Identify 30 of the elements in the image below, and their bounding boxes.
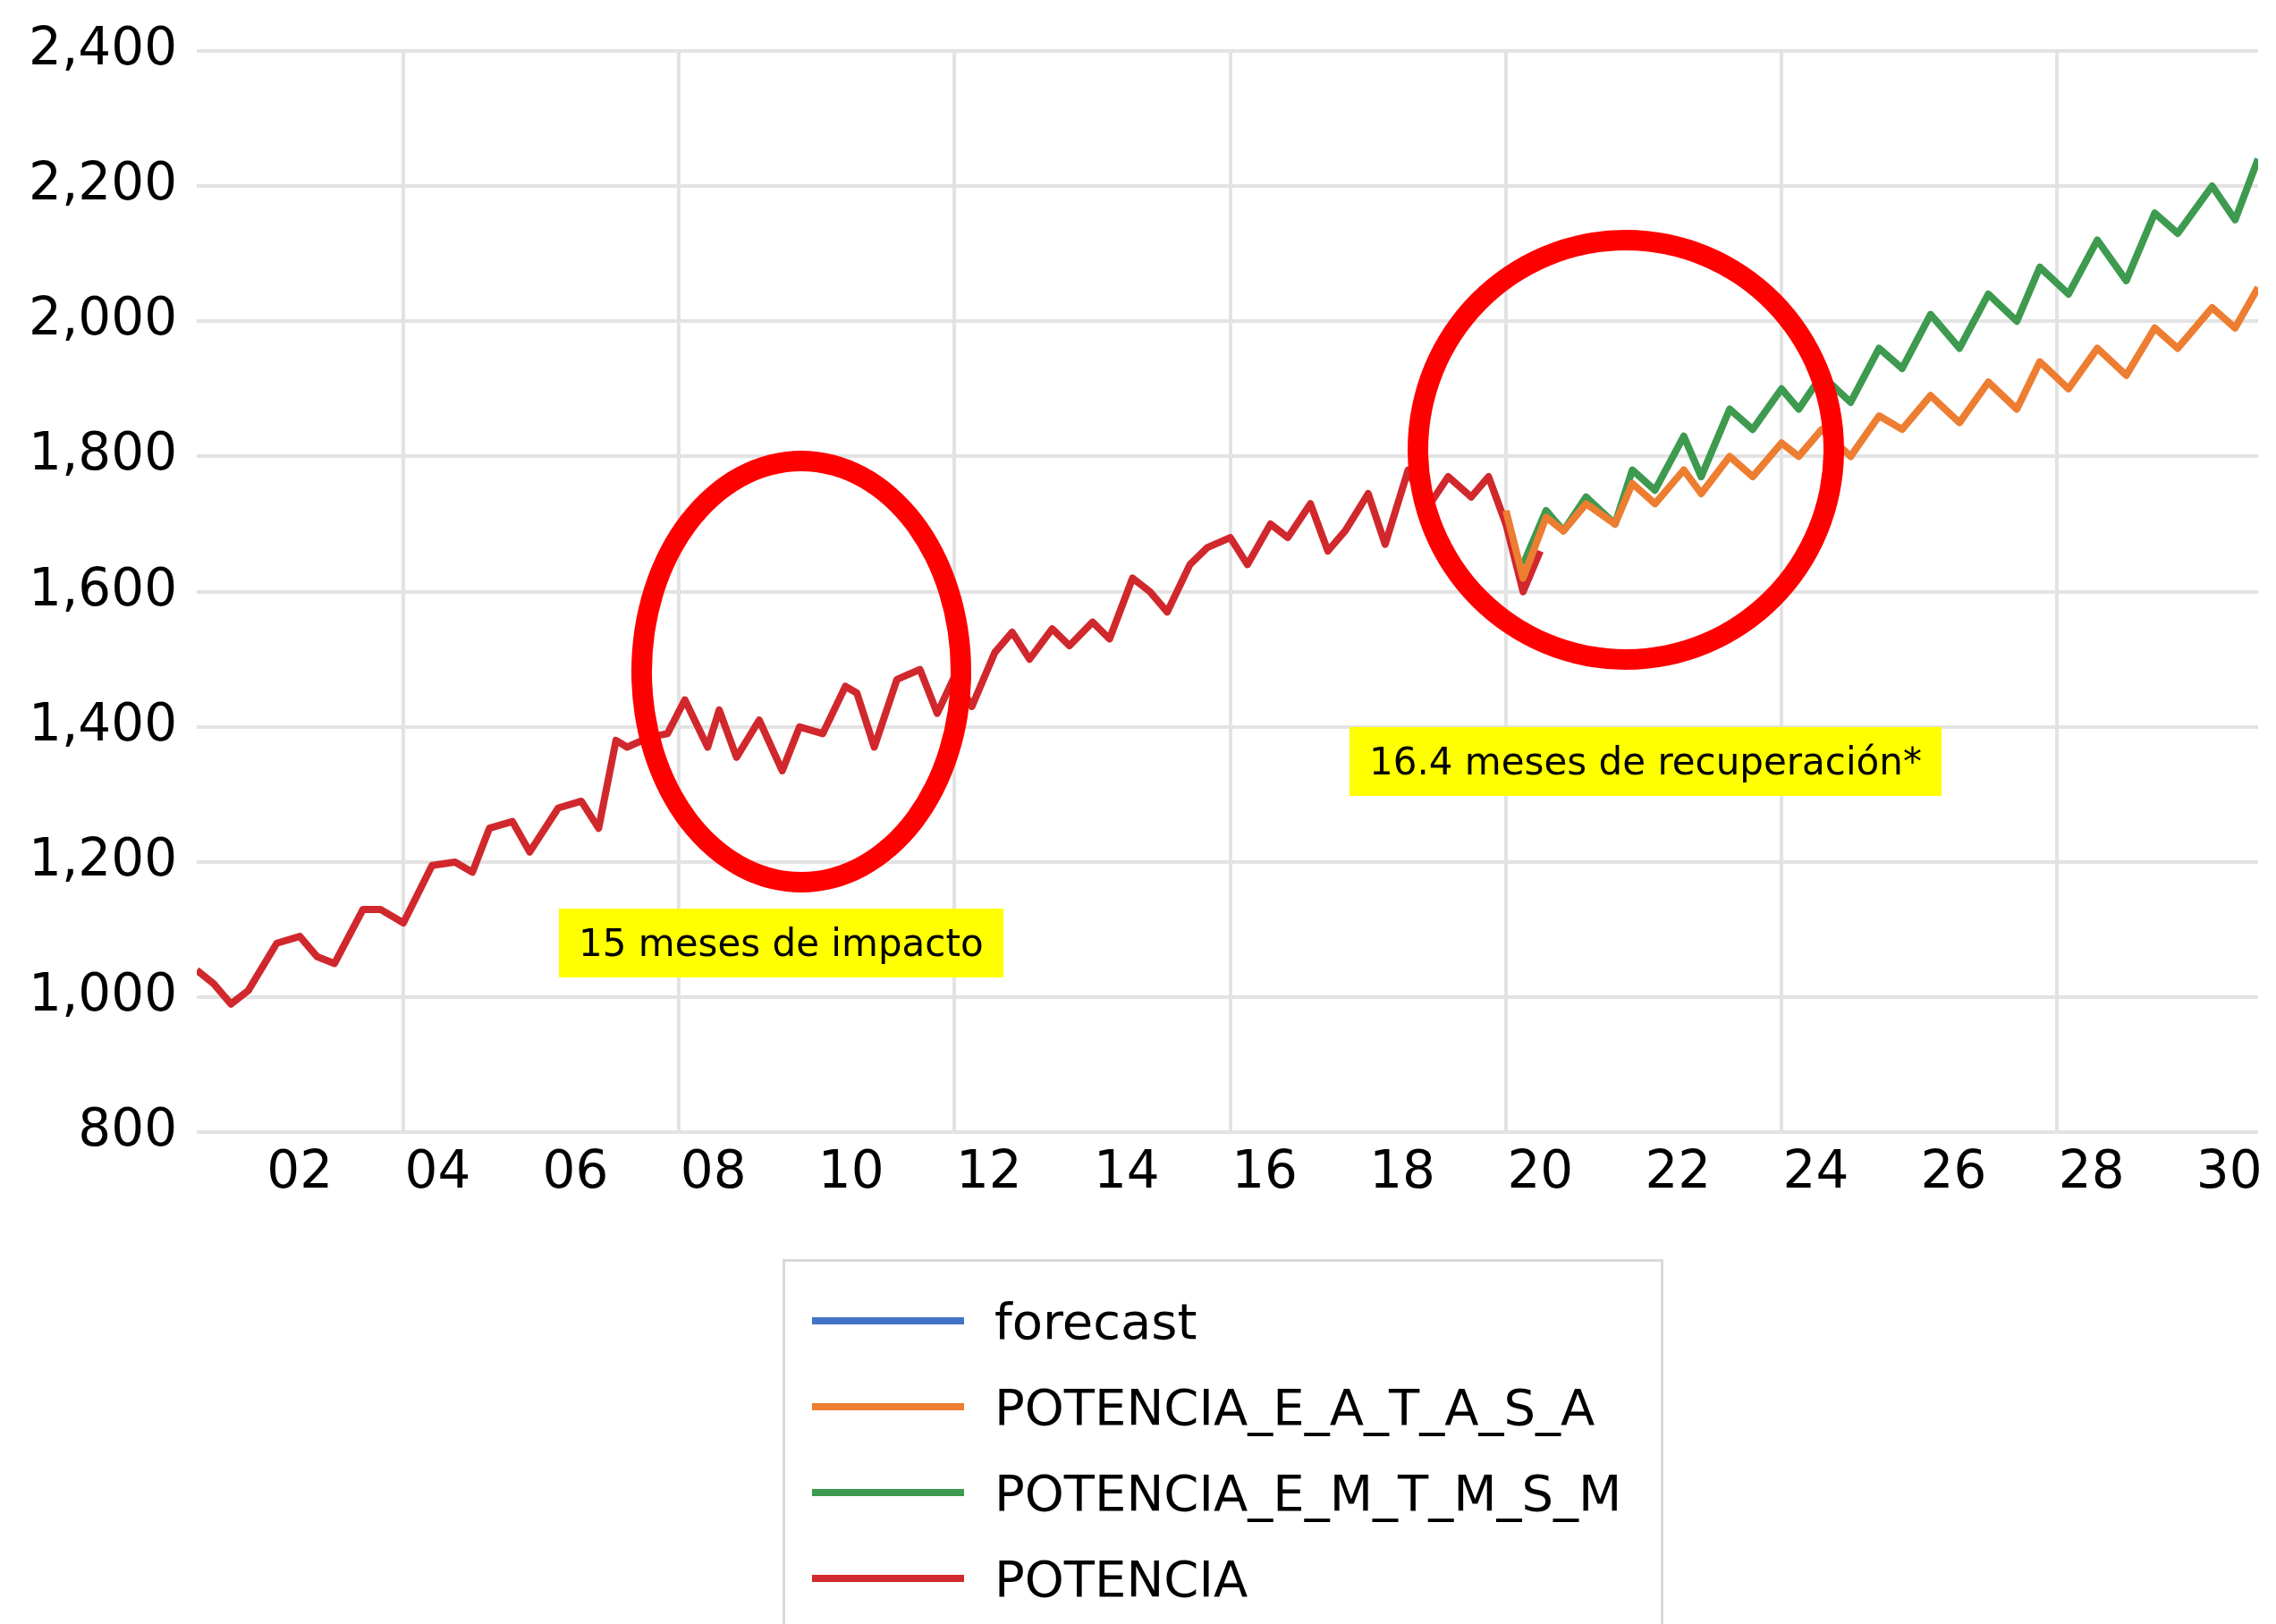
x-tick-label: 12 bbox=[955, 1139, 1022, 1201]
y-tick-label: 1,000 bbox=[29, 962, 178, 1024]
annotation: 16.4 meses de recuperación* bbox=[1350, 727, 1942, 796]
legend-label: forecast bbox=[994, 1291, 1197, 1350]
annotation: 15 meses de impacto bbox=[559, 909, 1003, 977]
y-tick-label: 1,600 bbox=[29, 556, 178, 618]
y-tick-label: 1,200 bbox=[29, 827, 178, 889]
x-tick-label: 28 bbox=[2058, 1139, 2125, 1201]
x-tick-label: 02 bbox=[267, 1139, 334, 1201]
y-tick-label: 2,400 bbox=[29, 15, 178, 77]
x-tick-label: 22 bbox=[1645, 1139, 1712, 1201]
x-tick-label: 10 bbox=[817, 1139, 884, 1201]
x-tick-label: 30 bbox=[2196, 1139, 2263, 1201]
legend-label: POTENCIA_E_M_T_M_S_M bbox=[994, 1463, 1622, 1522]
x-tick-label: 26 bbox=[1920, 1139, 1987, 1201]
y-tick-label: 2,200 bbox=[29, 151, 178, 213]
x-tick-label: 14 bbox=[1093, 1139, 1160, 1201]
x-tick-label: 18 bbox=[1369, 1139, 1435, 1201]
y-tick-label: 2,000 bbox=[29, 286, 178, 348]
y-tick-label: 800 bbox=[78, 1097, 178, 1159]
legend-label: POTENCIA_E_A_T_A_S_A bbox=[994, 1377, 1595, 1436]
x-tick-label: 06 bbox=[542, 1139, 609, 1201]
y-tick-label: 1,800 bbox=[29, 421, 178, 483]
x-tick-label: 04 bbox=[404, 1139, 471, 1201]
x-tick-label: 20 bbox=[1507, 1139, 1574, 1201]
legend-label: POTENCIA bbox=[994, 1549, 1248, 1608]
y-tick-label: 1,400 bbox=[29, 691, 178, 753]
x-tick-label: 16 bbox=[1231, 1139, 1298, 1201]
x-tick-label: 24 bbox=[1782, 1139, 1849, 1201]
x-tick-label: 08 bbox=[680, 1139, 747, 1201]
